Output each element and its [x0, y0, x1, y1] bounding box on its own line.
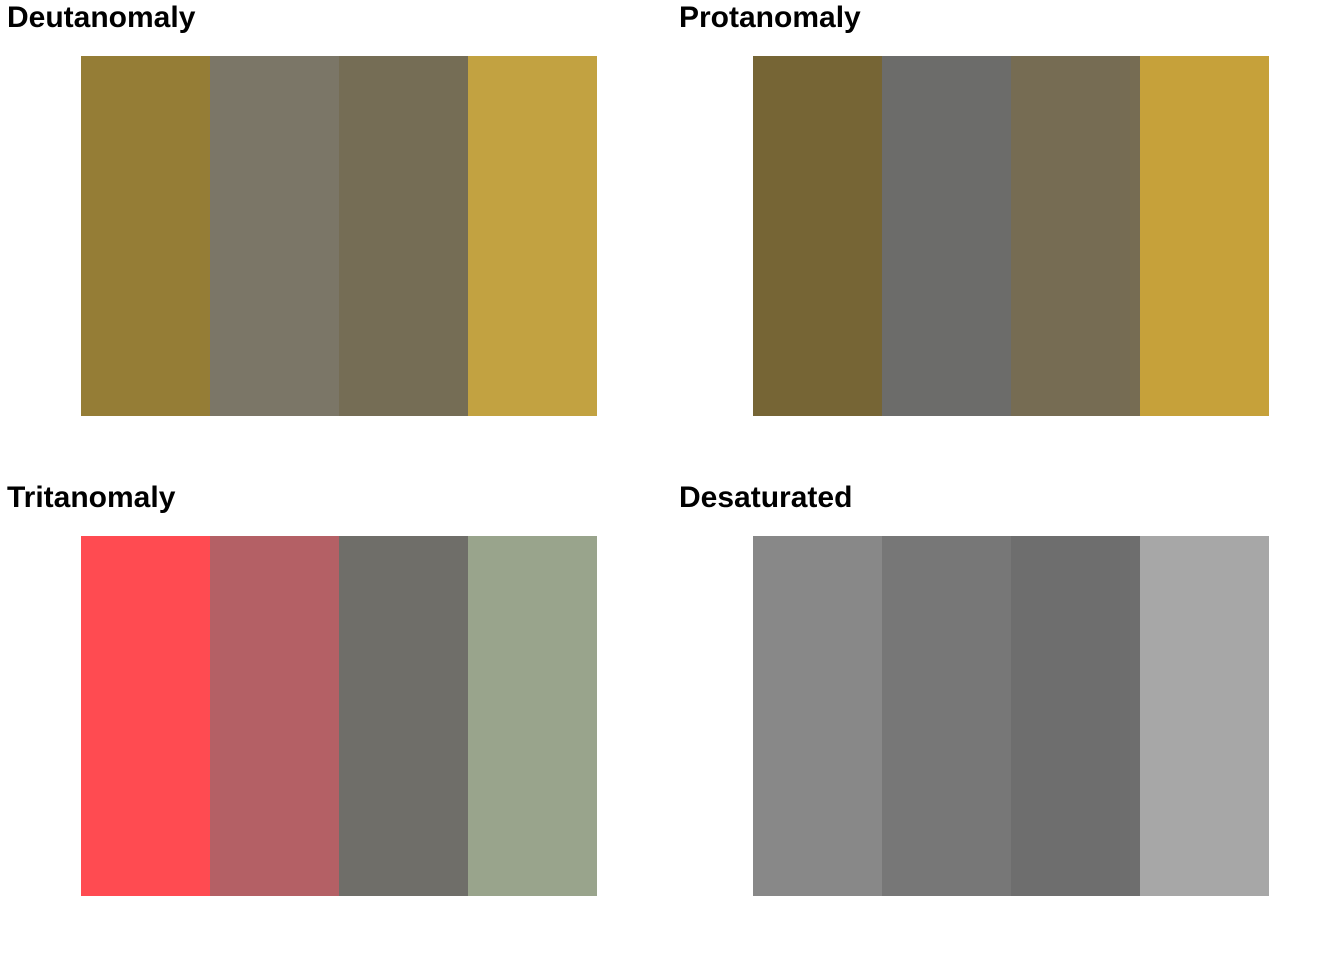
color-swatch [468, 536, 597, 896]
color-swatch [882, 536, 1011, 896]
color-swatch [1011, 536, 1140, 896]
color-swatch [1140, 536, 1269, 896]
panel-title: Desaturated [679, 481, 853, 514]
color-swatch [882, 56, 1011, 416]
swatch-row [81, 536, 597, 896]
panel-desaturated: Desaturated [672, 480, 1344, 960]
panel-title: Tritanomaly [7, 481, 176, 514]
color-swatch [339, 56, 468, 416]
color-swatch [210, 536, 339, 896]
color-swatch [81, 536, 210, 896]
panel-protanomaly: Protanomaly [672, 0, 1344, 480]
panel-title: Deutanomaly [7, 1, 196, 34]
panel-deutanomaly: Deutanomaly [0, 0, 672, 480]
color-swatch [1011, 56, 1140, 416]
color-swatch [753, 56, 882, 416]
color-swatch [1140, 56, 1269, 416]
swatch-row [753, 56, 1269, 416]
color-swatch [468, 56, 597, 416]
panel-title: Protanomaly [679, 1, 861, 34]
swatch-row [753, 536, 1269, 896]
color-swatch [339, 536, 468, 896]
panel-tritanomaly: Tritanomaly [0, 480, 672, 960]
color-swatch [210, 56, 339, 416]
color-swatch [81, 56, 210, 416]
swatch-row [81, 56, 597, 416]
color-swatch [753, 536, 882, 896]
